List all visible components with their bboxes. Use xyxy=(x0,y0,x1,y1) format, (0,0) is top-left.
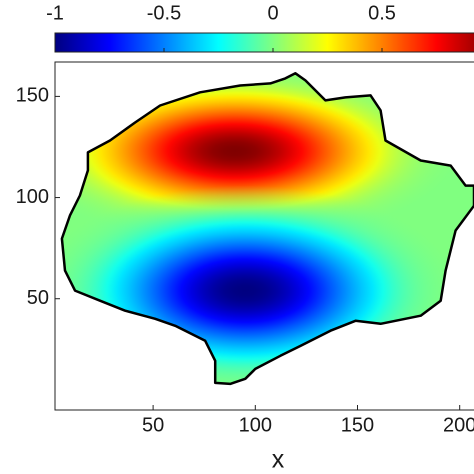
colorbar-tick-label: 0 xyxy=(267,2,278,24)
x-tick-label: 150 xyxy=(341,414,374,436)
x-tick-label: 200 xyxy=(443,414,474,436)
colorbar xyxy=(54,32,474,53)
x-tick-label: 100 xyxy=(239,414,272,436)
field-peak xyxy=(61,185,458,384)
y-tick-label: 50 xyxy=(27,287,49,309)
x-axis-label: x xyxy=(272,446,285,474)
boundary xyxy=(60,72,474,386)
field xyxy=(61,73,474,384)
x-tick-label: 50 xyxy=(142,414,164,436)
colorbar-tick-label: -0.5 xyxy=(147,2,181,24)
colorbar-tick-label: 0.5 xyxy=(368,2,396,24)
colorbar-tick-label: -1 xyxy=(46,2,64,24)
plot-frame xyxy=(54,61,474,411)
y-tick-label: 150 xyxy=(16,85,49,107)
y-tick-label: 100 xyxy=(16,186,49,208)
